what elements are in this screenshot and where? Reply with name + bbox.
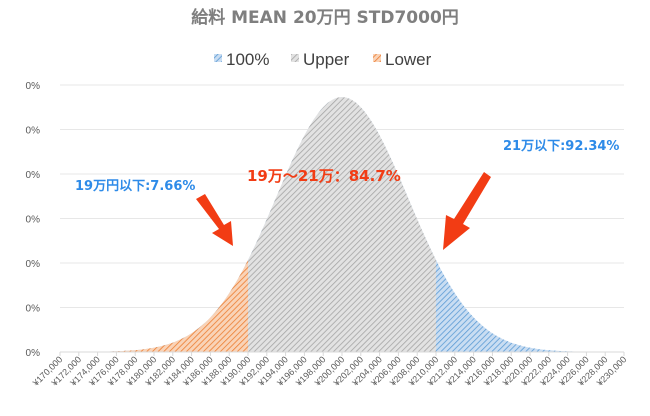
area-lower	[60, 260, 248, 352]
y-tick-label: 0%	[26, 215, 41, 226]
legend-swatch-lower	[373, 54, 381, 62]
y-tick-label: 0%	[26, 81, 41, 92]
legend-label-100: 100%	[226, 50, 269, 69]
legend: 100% Upper Lower	[214, 50, 432, 69]
x-axis-ticks: ¥170,000¥172,000¥174,000¥176,000¥178,000…	[30, 352, 628, 389]
chart-title: 給料 MEAN 20万円 STD7000円	[191, 7, 459, 28]
y-tick-label: 0%	[26, 170, 41, 181]
legend-label-lower: Lower	[385, 50, 432, 69]
arrow-right	[443, 172, 491, 250]
annotation-lower: 19万円以下:7.66%	[75, 179, 195, 194]
legend-swatch-upper	[291, 54, 299, 62]
y-tick-label: 0%	[26, 259, 41, 270]
legend-swatch-100	[214, 54, 222, 62]
area-upper	[60, 97, 436, 352]
annotation-middle: 19万〜21万：84.7%	[247, 167, 401, 185]
y-axis-ticks: 0% 0% 0% 0% 0% 0% 0%	[26, 81, 41, 359]
y-tick-label: 0%	[26, 126, 41, 137]
annotations: 19万円以下:7.66% 19万〜21万：84.7% 21万以下:92.34%	[75, 139, 619, 250]
y-tick-label: 0%	[26, 348, 41, 359]
annotation-upper: 21万以下:92.34%	[503, 139, 619, 154]
y-tick-label: 0%	[26, 304, 41, 315]
legend-label-upper: Upper	[303, 50, 350, 69]
arrow-left	[196, 194, 233, 246]
